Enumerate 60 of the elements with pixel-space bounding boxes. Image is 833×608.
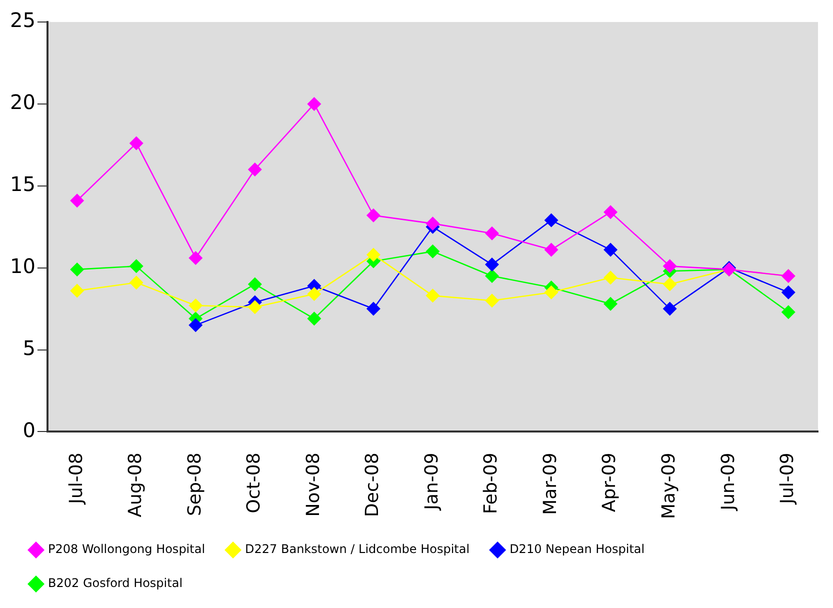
point — [426, 288, 440, 303]
point — [662, 302, 677, 316]
point — [544, 242, 558, 257]
legend-label: B202 Gosford Hospital — [48, 576, 183, 590]
point — [366, 248, 380, 262]
x-tick-label: Jul-09 — [777, 452, 798, 505]
y-tick-label: 25 — [10, 8, 36, 32]
point — [129, 259, 144, 274]
y-tick-label: 0 — [22, 418, 36, 442]
point — [366, 208, 380, 222]
x-tick-label: Aug-08 — [125, 452, 146, 518]
point — [426, 244, 440, 258]
y-tick-label: 10 — [10, 254, 36, 278]
legend-label: D227 Bankstown / Lidcombe Hospital — [245, 542, 470, 556]
x-tick-label: May-09 — [658, 452, 680, 519]
x-tick-label: Sep-08 — [184, 452, 206, 516]
y-tick-label: 5 — [22, 336, 36, 360]
x-tick-label: Jul-08 — [66, 452, 87, 505]
x-tick-label: Dec-08 — [362, 452, 384, 517]
point — [307, 287, 322, 302]
point — [781, 305, 796, 320]
point — [781, 285, 796, 300]
point — [485, 258, 499, 272]
point — [544, 285, 558, 300]
point — [426, 216, 440, 231]
x-tick-label: Mar-09 — [540, 452, 561, 515]
x-tick-label: Feb-09 — [480, 452, 502, 514]
x-tick-label: Oct-08 — [244, 452, 265, 514]
point — [604, 296, 618, 311]
point — [662, 277, 677, 292]
y-tick-label: 15 — [10, 172, 36, 196]
point — [248, 162, 262, 176]
point — [485, 294, 499, 308]
legend-label: D210 Nepean Hospital — [510, 542, 645, 556]
point — [70, 284, 84, 298]
x-tick-label: Nov-08 — [302, 452, 324, 517]
point — [485, 269, 499, 284]
point — [307, 312, 322, 326]
point — [188, 298, 203, 313]
point — [248, 300, 262, 314]
point — [188, 250, 203, 265]
point — [248, 277, 262, 292]
point — [188, 318, 203, 332]
point — [485, 226, 499, 240]
point — [604, 242, 618, 257]
y-tick-label: 20 — [10, 90, 36, 114]
point — [604, 270, 618, 285]
point — [129, 276, 144, 290]
point — [366, 302, 380, 316]
point — [129, 136, 144, 150]
x-tick-label: Jan-09 — [421, 452, 442, 511]
point — [544, 213, 558, 228]
point — [70, 262, 84, 276]
x-tick-label: Jun-09 — [718, 452, 739, 512]
point — [604, 205, 618, 220]
point — [70, 194, 84, 208]
point — [307, 96, 322, 111]
point — [662, 259, 677, 274]
legend-label: P208 Wollongong Hospital — [48, 542, 206, 556]
x-tick-label: Apr-09 — [599, 452, 620, 512]
